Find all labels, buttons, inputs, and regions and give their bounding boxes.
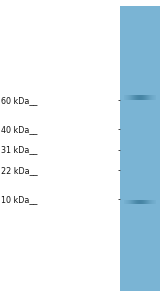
Text: 31 kDa__: 31 kDa__ (1, 146, 37, 154)
Text: 22 kDa__: 22 kDa__ (1, 166, 37, 175)
Text: 40 kDa__: 40 kDa__ (1, 125, 37, 134)
Bar (120, 6, 160, 291)
Text: 10 kDa__: 10 kDa__ (1, 195, 37, 204)
Text: 60 kDa__: 60 kDa__ (1, 96, 37, 105)
